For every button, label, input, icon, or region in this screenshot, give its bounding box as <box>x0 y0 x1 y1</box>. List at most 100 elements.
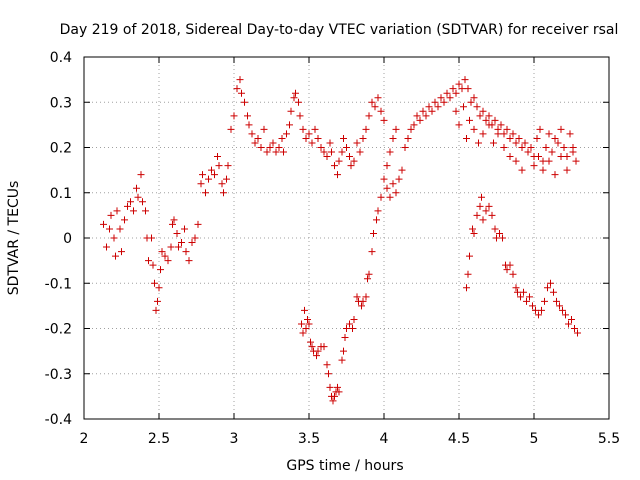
data-point <box>553 297 560 305</box>
data-point <box>214 153 221 161</box>
data-point <box>335 388 343 396</box>
data-point <box>280 148 287 156</box>
x-tick-label: 4 <box>380 431 389 447</box>
x-tick-label: 2.5 <box>148 431 170 447</box>
data-point <box>545 157 553 165</box>
data-point <box>404 134 412 142</box>
data-point <box>386 193 394 201</box>
data-point <box>323 361 331 369</box>
data-point <box>103 243 110 251</box>
data-point <box>191 234 199 242</box>
data-point <box>302 134 310 142</box>
data-point <box>389 180 397 188</box>
chart-title: Day 219 of 2018, Sidereal Day-to-day VTE… <box>60 22 619 38</box>
data-point <box>517 293 524 301</box>
data-point <box>301 306 308 314</box>
data-point <box>449 85 457 93</box>
data-point <box>302 325 310 332</box>
data-point <box>556 302 563 310</box>
data-point <box>485 202 493 210</box>
data-point <box>112 252 119 260</box>
data-points <box>100 76 581 405</box>
data-point <box>305 130 313 138</box>
data-point <box>512 139 520 147</box>
data-point <box>362 125 370 133</box>
data-point <box>278 134 286 142</box>
data-point <box>307 338 314 346</box>
data-point <box>208 166 215 174</box>
data-point <box>479 107 487 115</box>
data-point <box>175 243 182 251</box>
data-point <box>452 107 460 115</box>
data-point <box>413 112 421 120</box>
data-point <box>482 207 490 215</box>
grid-lines <box>84 57 609 419</box>
data-point <box>491 116 499 124</box>
x-tick-label: 3.5 <box>298 431 320 447</box>
data-point <box>416 116 424 124</box>
data-point <box>308 343 316 351</box>
data-point <box>535 153 542 161</box>
data-point <box>254 134 262 142</box>
data-point <box>485 121 493 129</box>
data-point <box>446 94 454 102</box>
data-point <box>113 207 121 215</box>
data-point <box>134 193 142 201</box>
data-point <box>343 325 350 332</box>
data-point <box>139 198 146 206</box>
data-point <box>461 76 469 84</box>
data-point <box>547 279 554 287</box>
data-point <box>467 98 475 106</box>
data-point <box>460 103 467 111</box>
data-point <box>371 103 379 111</box>
y-tick-label: 0.4 <box>50 50 72 66</box>
data-point <box>224 162 232 170</box>
data-point <box>314 347 322 355</box>
data-point <box>346 320 353 328</box>
data-point <box>455 121 463 129</box>
data-point <box>434 103 442 111</box>
data-point <box>155 284 163 292</box>
data-point <box>295 98 302 106</box>
data-point <box>377 193 385 201</box>
data-point <box>317 144 325 151</box>
data-point <box>500 130 508 138</box>
data-point <box>223 175 230 183</box>
data-point <box>407 125 415 133</box>
data-point <box>304 315 311 323</box>
data-point <box>313 352 320 360</box>
data-point <box>227 125 235 133</box>
data-point <box>197 180 205 188</box>
data-point <box>238 89 245 97</box>
data-point <box>308 139 316 147</box>
data-point <box>557 153 565 161</box>
data-point <box>479 216 487 224</box>
data-point <box>199 171 206 179</box>
data-point <box>548 148 556 156</box>
data-point <box>298 320 305 328</box>
data-point <box>292 89 299 97</box>
data-point <box>574 329 581 337</box>
data-point <box>419 107 427 115</box>
data-point <box>158 248 166 256</box>
data-point <box>518 144 526 151</box>
data-point <box>215 162 223 170</box>
data-point <box>532 306 539 314</box>
plot-frame <box>83 56 610 420</box>
data-point <box>493 234 500 242</box>
data-point <box>314 134 322 142</box>
data-point <box>358 302 365 310</box>
data-point <box>464 85 472 93</box>
data-point <box>338 148 346 156</box>
data-point <box>526 293 533 301</box>
data-point <box>476 202 484 210</box>
data-point <box>350 315 358 323</box>
data-point <box>260 125 268 133</box>
data-point <box>512 284 520 292</box>
data-point <box>286 121 293 129</box>
data-point <box>452 89 460 97</box>
data-point <box>178 239 185 247</box>
data-point <box>251 139 259 147</box>
data-point <box>299 329 307 337</box>
data-point <box>185 257 193 265</box>
